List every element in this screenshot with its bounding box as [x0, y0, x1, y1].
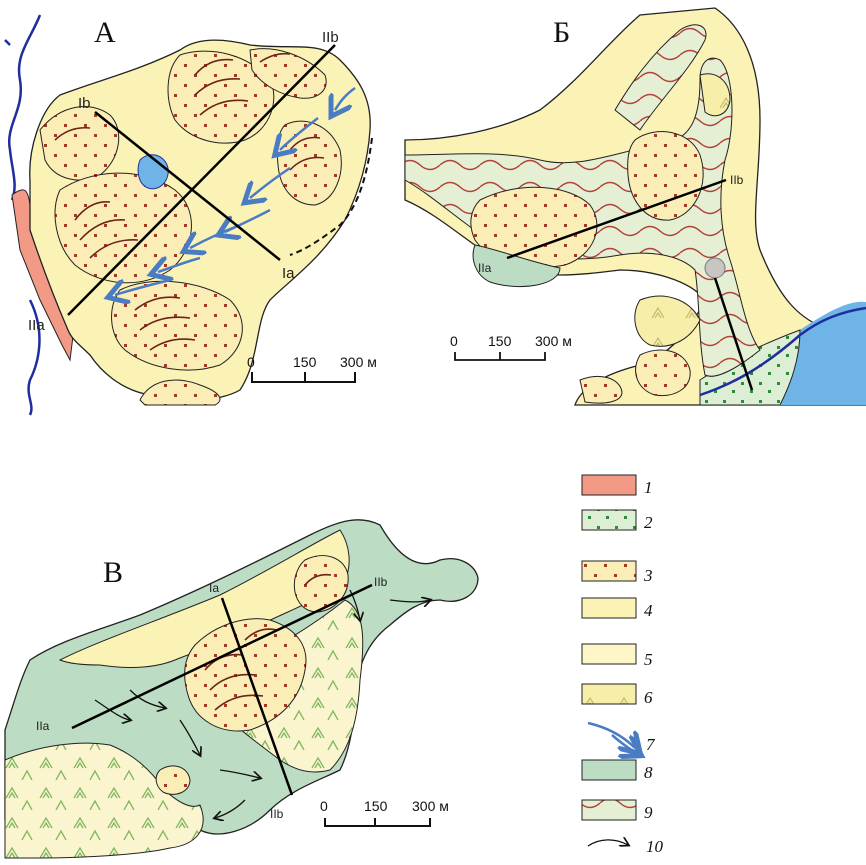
river-line [4, 14, 42, 416]
scale-bar [454, 352, 546, 361]
legend-number: 4 [644, 601, 653, 620]
section-label: Ia [209, 581, 219, 595]
section-line [506, 178, 727, 260]
scale-label: 150 [488, 333, 512, 349]
section-label: IIb [322, 29, 339, 46]
legend-swatch-8 [581, 759, 637, 781]
legend-arrow-symbol [587, 840, 628, 846]
panel-v: В Ia IIb IIa IIb 0 150 300 м [4, 519, 479, 859]
ridge-arcs [54, 52, 325, 351]
scale-label: 150 [293, 354, 317, 370]
legend-swatch-6 [581, 683, 637, 705]
moraine-patch [627, 131, 704, 221]
panel-letter: Б [553, 16, 570, 49]
moraine-patch [470, 186, 598, 268]
chevron-zone [699, 73, 731, 117]
water-flow-arrows [94, 589, 430, 818]
lake-water [780, 301, 866, 405]
ridge-arcs [204, 573, 332, 711]
legend-number: 8 [644, 763, 653, 782]
section-label: IIb [374, 575, 388, 589]
section-label: IIa [36, 719, 50, 733]
panel-a: А Ib IIb Ia IIa 0 150 300 м [4, 14, 377, 416]
panel-b: Б IIb IIa 0 150 300 м [404, 7, 866, 406]
moraine-patch [167, 50, 275, 144]
legend-number: 1 [644, 478, 653, 497]
legend-number: 9 [644, 803, 653, 822]
scale-label: 0 [320, 798, 328, 814]
chevron-zone [634, 295, 701, 347]
section-line [71, 583, 373, 730]
river-line [699, 306, 866, 397]
legend-swatch-4 [581, 597, 637, 619]
section-label: IIb [730, 173, 744, 187]
scale-label: 0 [247, 354, 255, 370]
moraine-patch [39, 106, 120, 181]
section-label: IIa [478, 261, 492, 275]
ice-flow-arrows [115, 86, 356, 295]
section-line [67, 44, 336, 316]
legend-number: 6 [644, 688, 653, 707]
legend-number: 5 [644, 650, 653, 669]
legend-swatch-3 [581, 560, 637, 582]
legend-swatch-1 [581, 474, 637, 496]
moraine-patch [635, 349, 691, 397]
scale-label: 300 м [535, 333, 572, 349]
section-label: Ib [78, 95, 91, 112]
scale-bar [251, 372, 356, 383]
panel-letter: В [103, 556, 123, 589]
moraine-patch [579, 376, 623, 404]
tributary [614, 24, 707, 131]
section-line [713, 277, 754, 391]
section-label: IIa [28, 317, 45, 334]
scale-label: 300 м [340, 354, 377, 370]
legend-number: 7 [646, 735, 656, 754]
scale-label: 0 [450, 333, 458, 349]
legend-arrow-symbol [587, 721, 635, 752]
scarp-edge [289, 137, 373, 256]
legend-number: 10 [646, 837, 664, 856]
section-line [220, 597, 294, 796]
legend: 1 2 3 4 5 6 7 8 9 10 [581, 474, 664, 856]
lower-slope [4, 742, 204, 859]
scale-label: 300 м [412, 798, 449, 814]
panel-letter: А [94, 16, 116, 49]
legend-number: 3 [643, 566, 653, 585]
moraine-patch [139, 379, 221, 406]
scale-bar [324, 818, 431, 827]
legend-number: 2 [644, 513, 653, 532]
moraine-patch [155, 765, 191, 795]
section-line [94, 111, 281, 261]
section-label: Ia [282, 265, 295, 282]
legend-swatch-2 [581, 509, 637, 531]
section-label: IIb [270, 807, 284, 821]
scale-label: 150 [364, 798, 388, 814]
legend-swatch-5 [581, 643, 637, 665]
moraine-patch [249, 48, 327, 99]
legend-swatch-9 [581, 799, 637, 821]
gray-marker [704, 257, 726, 279]
